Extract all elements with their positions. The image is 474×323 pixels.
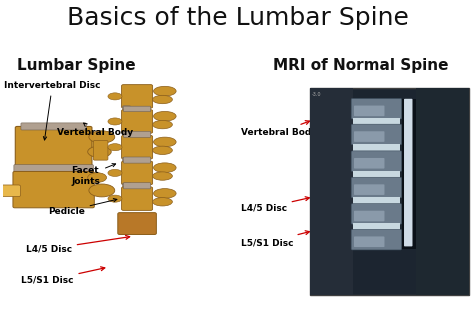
Text: L5/S1 Disc: L5/S1 Disc <box>21 267 105 285</box>
FancyBboxPatch shape <box>123 183 151 189</box>
FancyBboxPatch shape <box>122 157 131 163</box>
FancyBboxPatch shape <box>93 141 108 160</box>
Text: Vertebral Body: Vertebral Body <box>240 121 317 137</box>
FancyBboxPatch shape <box>122 131 131 137</box>
FancyBboxPatch shape <box>353 223 400 230</box>
FancyBboxPatch shape <box>353 144 400 152</box>
Text: L4/5 Disc: L4/5 Disc <box>240 197 310 213</box>
FancyBboxPatch shape <box>351 99 401 119</box>
FancyBboxPatch shape <box>123 157 151 163</box>
Ellipse shape <box>108 93 122 100</box>
FancyBboxPatch shape <box>353 197 400 204</box>
FancyBboxPatch shape <box>354 211 384 221</box>
FancyBboxPatch shape <box>354 158 384 169</box>
FancyBboxPatch shape <box>353 171 400 178</box>
Bar <box>310 88 353 295</box>
Ellipse shape <box>153 146 173 154</box>
Text: Pedicle: Pedicle <box>48 199 117 216</box>
FancyBboxPatch shape <box>351 229 401 250</box>
Ellipse shape <box>153 120 173 129</box>
FancyBboxPatch shape <box>121 110 153 133</box>
Ellipse shape <box>108 195 122 202</box>
FancyBboxPatch shape <box>351 124 401 145</box>
Ellipse shape <box>89 184 115 197</box>
Bar <box>402 99 416 249</box>
Text: -3.0: -3.0 <box>312 91 321 97</box>
FancyBboxPatch shape <box>354 184 384 195</box>
Text: L4/5 Disc: L4/5 Disc <box>26 235 130 254</box>
FancyBboxPatch shape <box>0 185 20 197</box>
FancyBboxPatch shape <box>122 183 131 189</box>
Text: Facet
Joints: Facet Joints <box>71 164 116 186</box>
Ellipse shape <box>153 198 173 206</box>
Ellipse shape <box>89 131 115 143</box>
FancyBboxPatch shape <box>84 141 103 155</box>
FancyBboxPatch shape <box>354 236 384 247</box>
FancyBboxPatch shape <box>13 172 94 208</box>
FancyBboxPatch shape <box>121 161 153 185</box>
Text: L5/S1 Disc: L5/S1 Disc <box>240 231 310 247</box>
FancyBboxPatch shape <box>404 99 412 246</box>
FancyBboxPatch shape <box>354 106 384 116</box>
Text: Basics of the Lumbar Spine: Basics of the Lumbar Spine <box>67 6 409 30</box>
Ellipse shape <box>154 111 176 121</box>
FancyBboxPatch shape <box>118 213 156 234</box>
Text: MRI of Normal Spine: MRI of Normal Spine <box>273 57 448 73</box>
FancyBboxPatch shape <box>15 126 92 166</box>
Ellipse shape <box>154 163 176 172</box>
FancyBboxPatch shape <box>351 203 401 224</box>
Ellipse shape <box>154 86 176 96</box>
FancyBboxPatch shape <box>354 131 384 142</box>
Text: Vertebral Body: Vertebral Body <box>57 123 133 137</box>
Ellipse shape <box>153 172 173 180</box>
FancyBboxPatch shape <box>21 123 86 130</box>
Text: Intervertebral Disc: Intervertebral Disc <box>4 81 100 140</box>
Bar <box>310 88 469 295</box>
FancyBboxPatch shape <box>121 187 153 210</box>
FancyBboxPatch shape <box>353 118 400 125</box>
FancyBboxPatch shape <box>121 135 153 159</box>
FancyBboxPatch shape <box>123 131 151 137</box>
Ellipse shape <box>108 169 122 176</box>
FancyBboxPatch shape <box>123 106 151 112</box>
FancyBboxPatch shape <box>122 106 130 112</box>
FancyBboxPatch shape <box>351 177 401 198</box>
FancyBboxPatch shape <box>351 151 401 172</box>
Ellipse shape <box>153 95 173 104</box>
Text: Lumbar Spine: Lumbar Spine <box>17 57 135 73</box>
Ellipse shape <box>154 189 176 198</box>
Ellipse shape <box>88 146 111 157</box>
Bar <box>416 88 469 295</box>
Ellipse shape <box>154 137 176 147</box>
FancyBboxPatch shape <box>14 165 93 172</box>
Ellipse shape <box>108 118 122 125</box>
FancyBboxPatch shape <box>121 85 153 108</box>
Ellipse shape <box>88 173 107 182</box>
Ellipse shape <box>108 144 122 151</box>
